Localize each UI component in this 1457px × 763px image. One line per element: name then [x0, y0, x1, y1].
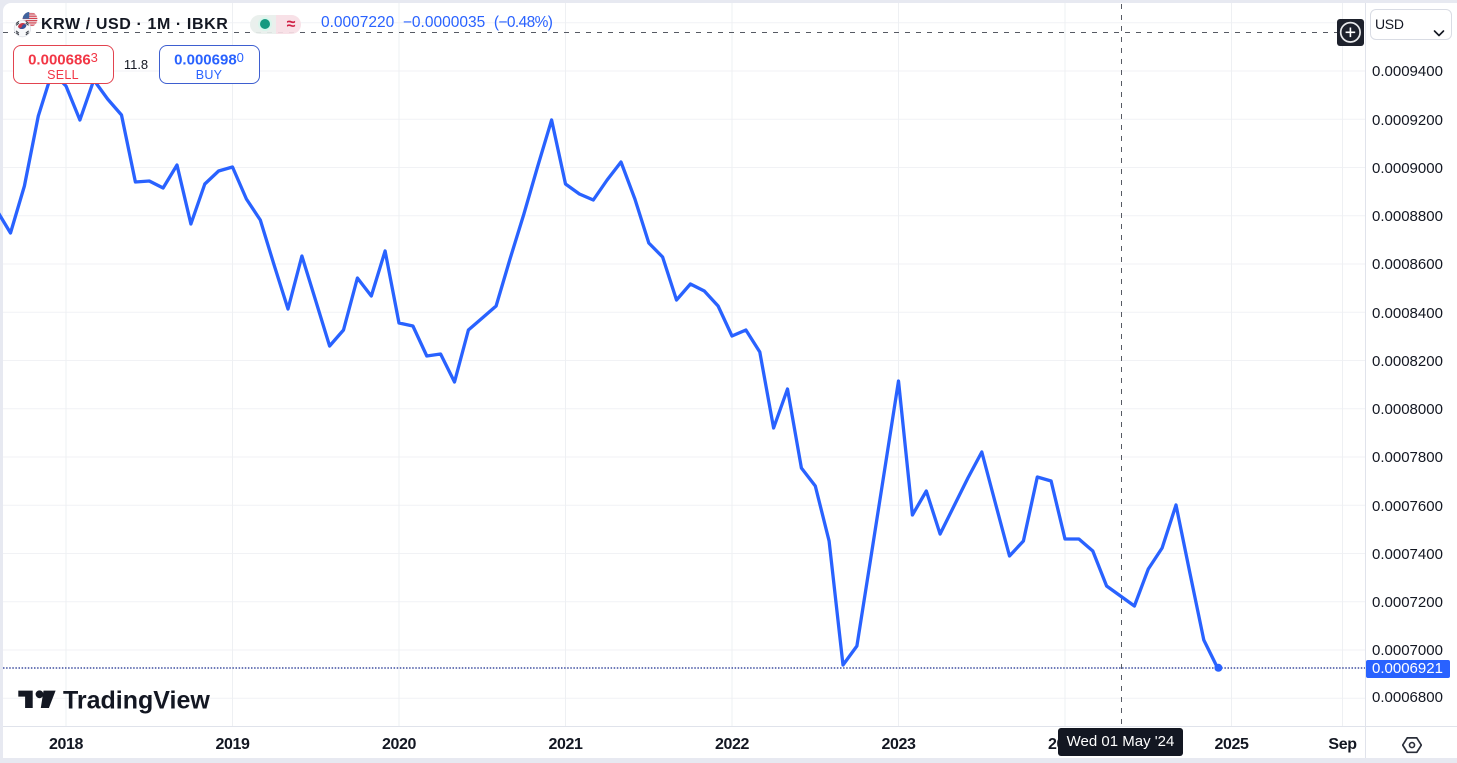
- svg-text:TradingView: TradingView: [63, 688, 210, 715]
